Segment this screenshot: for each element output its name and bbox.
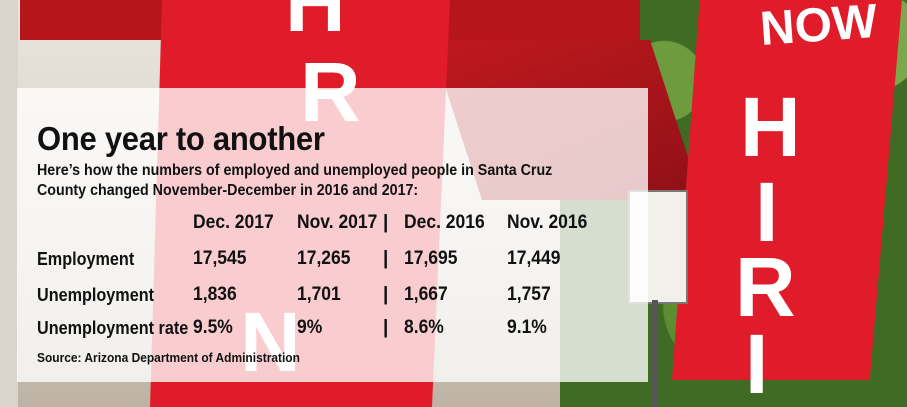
table-cell: 1,836 <box>193 284 237 305</box>
left-flag-letter: H <box>285 0 346 49</box>
table-cell: 1,667 <box>404 284 448 305</box>
row-label-unemployment: Unemployment <box>37 285 155 305</box>
column-header: Nov. 2016 <box>507 212 588 233</box>
column-header: Dec. 2016 <box>404 212 485 233</box>
right-flag-letter: R <box>735 240 796 334</box>
info-panel <box>17 88 648 382</box>
table-cell: 17,265 <box>297 248 351 269</box>
column-header: Dec. 2017 <box>193 212 274 233</box>
column-separator: | <box>383 317 389 338</box>
right-flag-letter: H <box>740 80 801 174</box>
table-cell: 17,695 <box>404 248 458 269</box>
chart-subtitle: Here’s how the numbers of employed and u… <box>37 162 553 199</box>
right-flag-letter: I <box>745 317 769 407</box>
table-cell: 9.5% <box>193 317 233 338</box>
right-flag-letter: I <box>755 165 779 259</box>
column-separator: | <box>383 212 389 233</box>
table-cell: 1,757 <box>507 284 551 305</box>
column-header: Nov. 2017 <box>297 212 378 233</box>
table-cell: 9% <box>297 317 323 338</box>
row-label-employment: Employment <box>37 249 135 269</box>
building-post <box>0 0 18 407</box>
source-note: Source: Arizona Department of Administra… <box>37 350 300 365</box>
table-cell: 1,701 <box>297 284 341 305</box>
row-label-unemployment-rate: Unemployment rate <box>37 318 189 338</box>
chart-title: One year to another <box>37 120 325 157</box>
column-separator: | <box>383 248 389 269</box>
table-cell: 8.6% <box>404 317 444 338</box>
right-hiring-flag <box>672 0 902 380</box>
table-cell: 17,449 <box>507 248 561 269</box>
table-cell: 17,545 <box>193 248 247 269</box>
column-separator: | <box>383 284 389 305</box>
table-cell: 9.1% <box>507 317 547 338</box>
sign-pole <box>652 300 658 407</box>
right-flag-now-text: NOW <box>758 0 879 57</box>
